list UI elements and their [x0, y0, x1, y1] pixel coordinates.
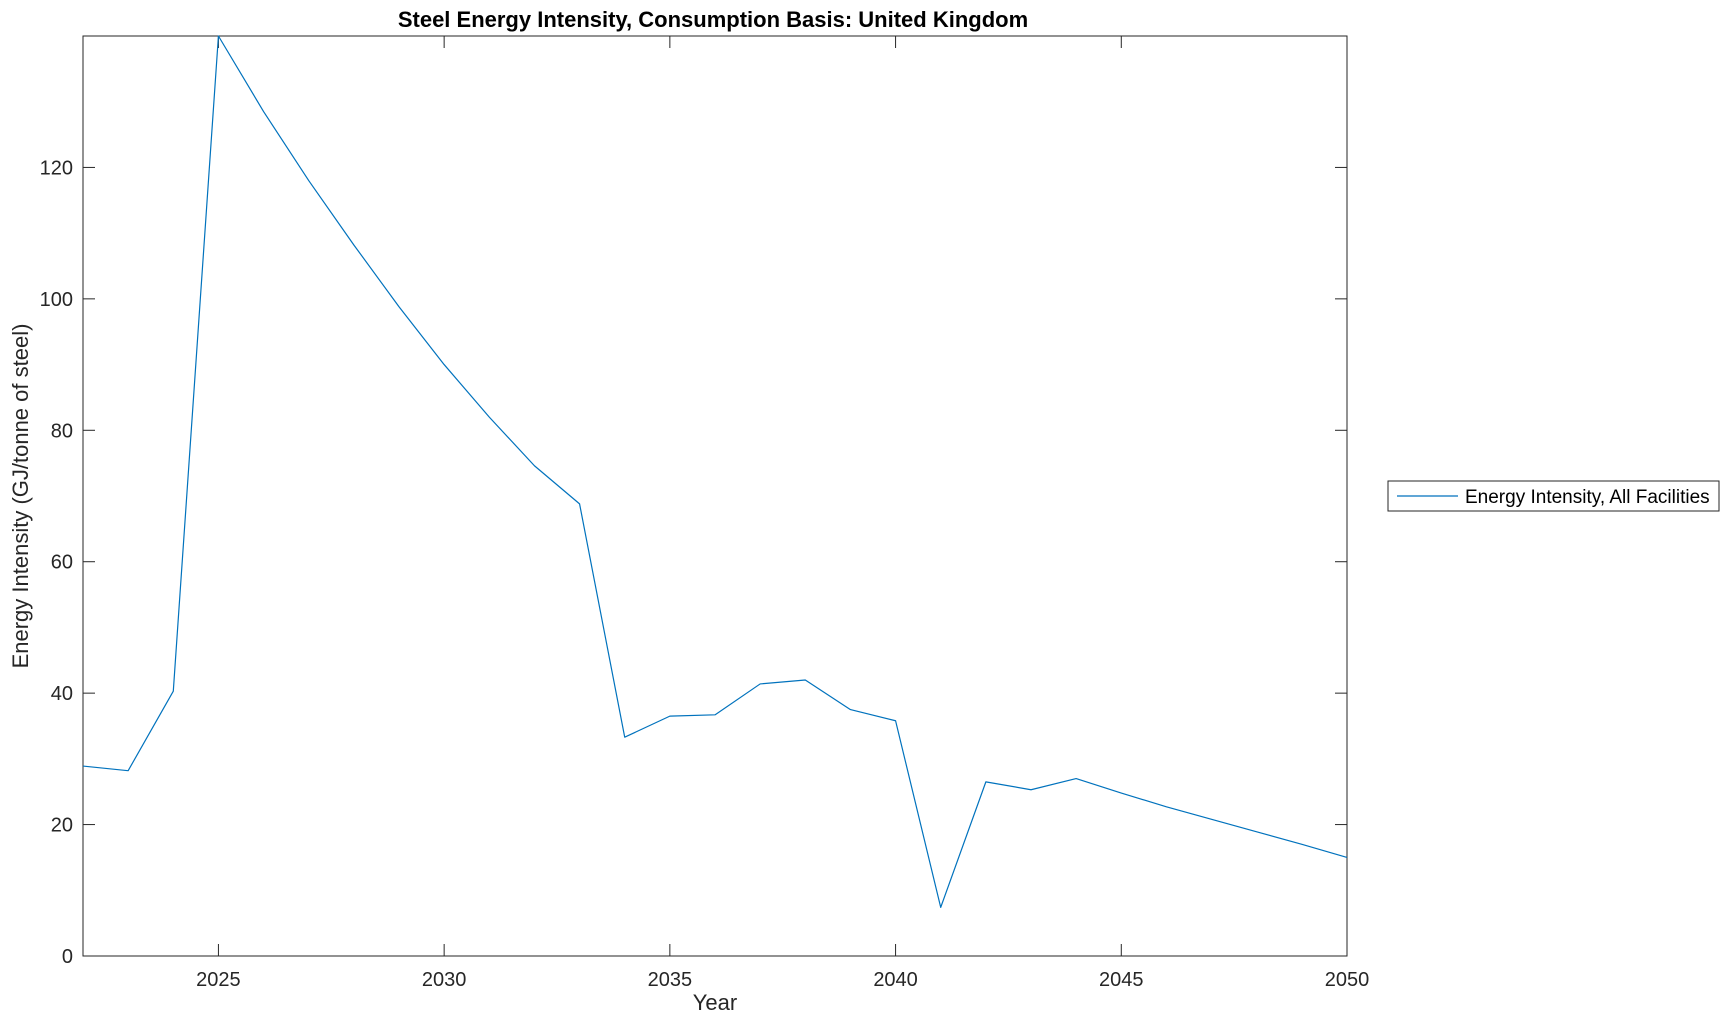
chart-title: Steel Energy Intensity, Consumption Basi…: [398, 7, 1028, 32]
x-tick-label: 2045: [1099, 969, 1144, 991]
x-tick-label: 2030: [422, 969, 467, 991]
series-lines: [82, 35, 1348, 908]
x-tick-label: 2040: [873, 969, 918, 991]
y-tick-label: 40: [51, 683, 73, 705]
plot-area: [82, 35, 1348, 957]
x-tick-label: 2050: [1325, 969, 1370, 991]
y-tick-label: 20: [51, 815, 73, 837]
series-line: [82, 35, 1348, 908]
legend: Energy Intensity, All Facilities: [1387, 480, 1720, 512]
y-axis-title: Energy Intensity (GJ/tonne of steel): [8, 324, 33, 669]
legend-label: Energy Intensity, All Facilities: [1465, 487, 1710, 508]
plot-frame: [82, 35, 1348, 957]
x-axis-title: Year: [693, 990, 737, 1015]
y-tick-label: 100: [40, 289, 73, 311]
y-tick-label: 80: [51, 420, 73, 442]
x-tick-label: 2025: [196, 969, 241, 991]
y-tick-label: 60: [51, 552, 73, 574]
y-tick-label: 120: [40, 157, 73, 179]
x-tick-label: 2035: [648, 969, 693, 991]
y-tick-label: 0: [62, 946, 73, 968]
